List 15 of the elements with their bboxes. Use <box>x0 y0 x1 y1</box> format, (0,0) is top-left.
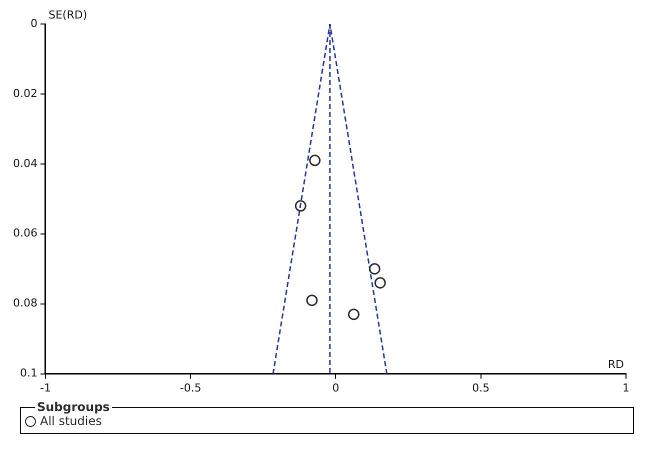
y-tick-label: 0.02 <box>12 86 38 100</box>
y-axis-title: SE(RD) <box>48 8 88 22</box>
x-tick-label: -1 <box>40 381 51 394</box>
x-tick-label: -0.5 <box>180 381 202 394</box>
y-tick-label: 0.08 <box>12 296 38 310</box>
y-tick-label: 0.04 <box>12 156 38 170</box>
x-tick-label: 0.5 <box>472 381 490 394</box>
y-tick-label: 0 <box>30 16 38 30</box>
legend-label: All studies <box>40 414 102 428</box>
x-tick-label: 0 <box>332 381 340 394</box>
legend-title: Subgroups <box>36 400 111 414</box>
x-tick-label: 1 <box>622 381 630 394</box>
y-tick-label: 0.06 <box>12 226 38 240</box>
y-tick-label: 0.1 <box>20 366 38 380</box>
x-axis-title: RD <box>608 358 624 372</box>
